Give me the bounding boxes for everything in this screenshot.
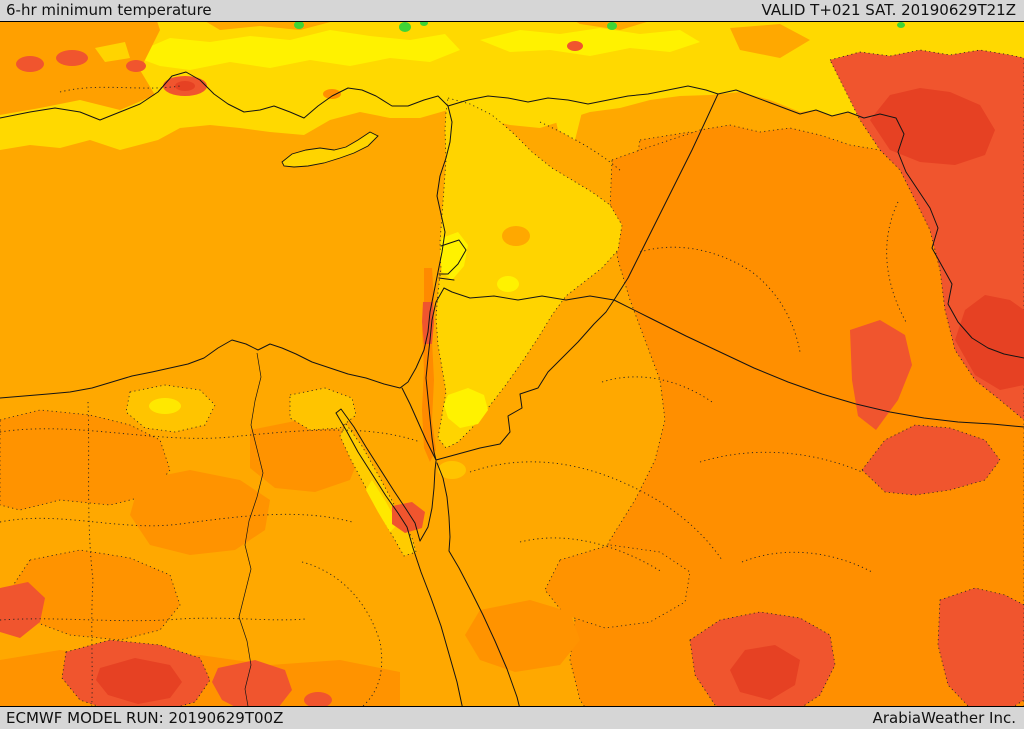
israel-egypt-border — [401, 387, 437, 461]
turkey-syria-iraq-border — [447, 85, 1024, 359]
temp-zone-red-spot — [392, 502, 425, 533]
temp-zone-orange-hole — [502, 226, 530, 246]
syria-jordan-border — [443, 287, 615, 301]
header-bar: 6-hr minimum temperature VALID T+021 SAT… — [0, 0, 1024, 22]
temp-zone-red-spot — [16, 56, 44, 72]
temp-zone-bright-yellow — [444, 388, 488, 428]
temp-zone-dark-orange — [130, 470, 270, 555]
jordan-saudi-border — [435, 299, 615, 461]
temp-zone-red-finger — [850, 320, 912, 430]
temp-zone-yellow-core — [366, 480, 398, 532]
temp-zone-yellow-core — [149, 398, 181, 414]
temp-zone-orange-patch — [730, 24, 810, 58]
temp-zone-red-core — [870, 88, 995, 165]
temp-zone-bright-yellow — [130, 30, 460, 70]
temp-zone-red-spot — [0, 582, 45, 638]
country-borders — [0, 71, 1024, 729]
temp-zone-red-spot — [304, 692, 332, 708]
temp-zone-yellow-speck — [95, 42, 130, 62]
lebanon-border — [438, 239, 467, 275]
temp-zone-bright-yellow — [497, 276, 519, 292]
temp-zone-green-speck — [897, 22, 905, 28]
temp-zone-red-spot-core — [175, 81, 195, 91]
syria-iraq-border — [613, 93, 719, 301]
temp-zone-dark-orange — [250, 420, 360, 492]
temp-zone-green-speck — [607, 22, 617, 30]
coastline — [0, 71, 453, 399]
brand-label: ArabiaWeather Inc. — [872, 708, 1016, 727]
temp-zone-red-core — [730, 645, 800, 700]
temp-zone-yellow-tongue — [550, 95, 585, 140]
temp-zone-dark-orange — [465, 600, 580, 672]
iraq-saudi-border — [613, 299, 1024, 428]
temp-zone-green-speck — [294, 21, 304, 29]
gulf-of-aqaba-east-coast — [436, 462, 526, 729]
temp-zone-red-spot — [567, 41, 583, 51]
temp-zone-yellow-patch — [438, 461, 466, 479]
israel-lebanon-border — [438, 277, 455, 281]
map-title: 6-hr minimum temperature — [6, 1, 212, 19]
temp-zone-red-tongue — [861, 424, 1001, 496]
temp-zone-orange-spot — [323, 89, 341, 99]
temp-zone-red-core — [96, 658, 182, 704]
temp-zone-red-spot — [56, 50, 88, 66]
temp-zone-bright-yellow — [480, 28, 700, 56]
temp-zone-green-speck — [399, 22, 411, 32]
gulf-of-aqaba-west-coast — [419, 460, 437, 542]
temp-zone-dark-orange — [9, 549, 181, 641]
cyprus-island — [281, 131, 379, 168]
temp-zone-red-spot — [126, 60, 146, 72]
nile-river — [238, 352, 264, 713]
gulf-of-suez-west-coast — [335, 412, 468, 729]
model-run-label: ECMWF MODEL RUN: 20190629T00Z — [6, 708, 284, 727]
temp-zone-dark-orange — [0, 409, 171, 511]
temp-zone-red-spot — [212, 660, 292, 712]
contour-lines — [0, 85, 907, 721]
temp-zone-dark-orange — [544, 544, 691, 629]
temp-zone-levant-yellow — [435, 97, 623, 449]
valid-time-label: VALID T+021 SAT. 20190629T21Z — [761, 1, 1016, 19]
gulf-of-suez-east-coast — [335, 408, 421, 542]
temp-zone-red-core — [955, 295, 1024, 390]
footer-bar: ECMWF MODEL RUN: 20190629T00Z ArabiaWeat… — [0, 706, 1024, 729]
jordan-river-border — [425, 287, 445, 461]
